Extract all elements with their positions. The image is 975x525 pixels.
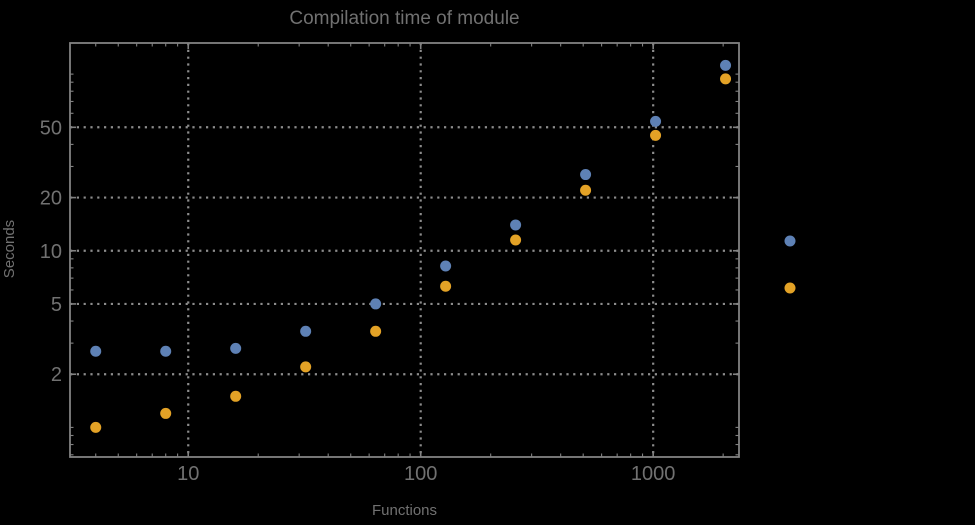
- data-point: [720, 73, 732, 85]
- y-tick-label: 10: [40, 241, 62, 263]
- data-points: [90, 59, 732, 433]
- data-point: [720, 59, 732, 71]
- x-tick-label: 1000: [631, 463, 676, 485]
- y-tick-label: 50: [40, 117, 62, 139]
- data-point: [230, 342, 242, 354]
- legend: [784, 235, 796, 294]
- data-point: [650, 129, 662, 141]
- data-point: [580, 169, 592, 181]
- series-2-orange-points: [90, 73, 732, 433]
- legend-marker: [784, 235, 796, 247]
- data-point: [370, 298, 382, 310]
- data-point: [510, 219, 522, 231]
- data-point: [160, 345, 172, 357]
- x-tick-label: 10: [177, 463, 199, 485]
- data-point: [370, 325, 382, 337]
- data-point: [90, 421, 102, 433]
- gridlines: [70, 43, 739, 457]
- data-point: [510, 234, 522, 246]
- series-1-blue-points: [90, 59, 732, 357]
- data-point: [90, 345, 102, 357]
- data-point: [230, 390, 242, 402]
- data-point: [160, 407, 172, 419]
- x-axis-label: Functions: [372, 502, 437, 519]
- plot-frame: [69, 42, 740, 458]
- legend-marker: [784, 282, 796, 294]
- y-tick-label: 2: [51, 364, 62, 386]
- y-tick-label: 5: [51, 294, 62, 316]
- data-point: [580, 184, 592, 196]
- data-point: [300, 325, 312, 337]
- data-point: [650, 115, 662, 127]
- chart-title: Compilation time of module: [289, 8, 519, 29]
- tick-labels: 10 100 1000 2 5 10 20 50: [40, 117, 676, 485]
- x-tick-label: 100: [404, 463, 437, 485]
- data-point: [440, 280, 452, 292]
- y-tick-label: 20: [40, 188, 62, 210]
- data-point: [300, 361, 312, 373]
- y-axis-label: Seconds: [1, 220, 18, 278]
- data-point: [440, 260, 452, 272]
